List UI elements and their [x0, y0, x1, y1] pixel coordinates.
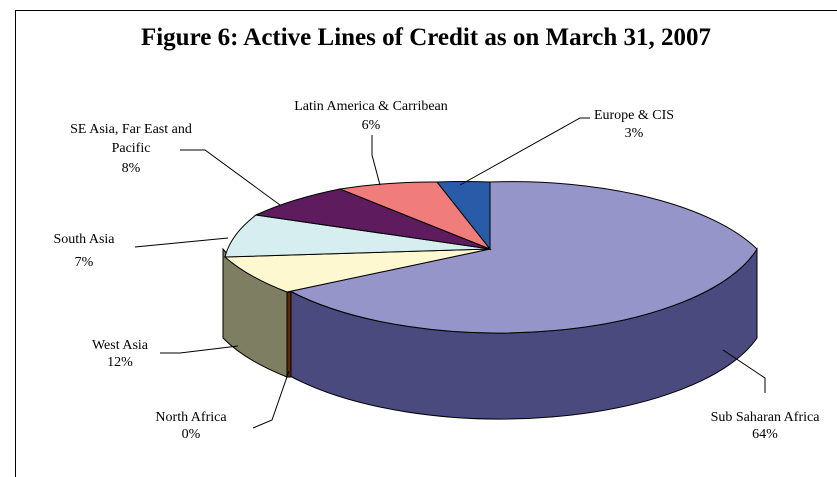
label-north-africa: North Africa: [155, 410, 227, 425]
leader-line-sa: [134, 237, 229, 248]
label-west-asia: West Asia: [92, 338, 149, 353]
label-se-asia-line1: SE Asia, Far East and: [70, 122, 192, 137]
label-se-asia-line2: Pacific: [112, 141, 151, 156]
leader-line-na: [252, 370, 290, 429]
slice-labels: Sub Saharan Africa 64% North Africa 0% W…: [53, 99, 820, 442]
label-sub-saharan-africa-pct: 64%: [752, 427, 778, 442]
label-sub-saharan-africa: Sub Saharan Africa: [711, 410, 821, 425]
leader-line-la: [371, 135, 381, 186]
leader-line-eu: [459, 117, 590, 186]
label-latin-america: Latin America & Carribean: [294, 99, 448, 114]
label-north-africa-pct: 0%: [182, 427, 201, 442]
chart-title: Figure 6: Active Lines of Credit as on M…: [140, 24, 712, 51]
leader-line-se: [180, 149, 281, 206]
label-latin-america-pct: 6%: [362, 118, 381, 133]
label-se-asia-pct: 8%: [122, 161, 141, 176]
label-europe-cis: Europe & CIS: [594, 108, 674, 123]
leader-line-wa: [160, 345, 239, 354]
leader-line-ssa: [722, 349, 766, 393]
slice-europe-cis: [435, 180, 491, 251]
pie-top: [223, 180, 758, 334]
slice-side-north-africa: [286, 291, 292, 378]
label-south-asia: South Asia: [53, 232, 115, 247]
slice-sub-saharan-africa: [288, 181, 758, 334]
label-europe-cis-pct: 3%: [625, 126, 644, 141]
label-west-asia-pct: 12%: [107, 355, 133, 370]
leader-lines: [134, 117, 766, 429]
label-south-asia-pct: 7%: [75, 255, 94, 270]
